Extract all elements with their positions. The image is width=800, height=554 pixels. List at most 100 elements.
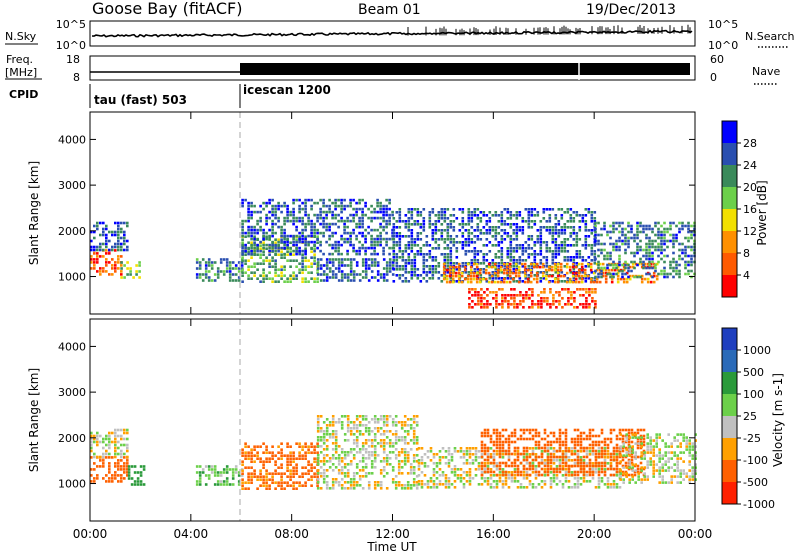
power-cell-r7 <box>509 253 513 256</box>
power-cell-r5 <box>334 222 337 226</box>
power-cell-r0 <box>117 267 120 270</box>
power-cell-r5 <box>253 243 256 247</box>
power-cell-r5 <box>343 228 346 232</box>
power-cell-r7 <box>581 217 585 220</box>
velocity-cell-r5 <box>352 484 356 487</box>
power-cell-r5 <box>385 231 388 235</box>
velocity-cell-r6 <box>603 483 607 486</box>
power-cell-r5 <box>295 228 298 232</box>
velocity-cell-r7 <box>642 440 646 444</box>
velocity-cell-r5 <box>358 430 362 433</box>
power-cell-r1 <box>126 248 129 252</box>
velocity-cell-r8 <box>631 451 634 454</box>
velocity-cell-r5 <box>406 484 410 487</box>
velocity-cell-r5 <box>364 475 368 478</box>
velocity-cell-r7 <box>582 431 586 435</box>
power-cell-r5 <box>325 240 328 244</box>
velocity-cell-r5 <box>406 487 410 490</box>
power-cell-r5 <box>367 231 370 235</box>
velocity-cell-r5 <box>361 418 365 421</box>
power-cell-r8 <box>652 271 656 275</box>
velocity-cell-r5 <box>352 439 356 442</box>
power-cell-r9 <box>567 291 570 294</box>
power-cell-r6 <box>379 273 383 276</box>
velocity-cell-r3 <box>207 474 211 477</box>
power-cell-r5 <box>355 207 358 211</box>
velocity-cell-r7 <box>522 458 526 462</box>
velocity-cell-r5 <box>370 442 374 445</box>
velocity-cell-r8 <box>646 436 649 439</box>
power-cell-r5 <box>256 228 259 232</box>
velocity-cell-r6 <box>567 480 571 483</box>
power-cell-r7 <box>404 271 408 274</box>
power-cell-r4 <box>313 256 316 259</box>
power-cell-r4 <box>241 241 244 244</box>
power-cell-r8 <box>574 265 578 269</box>
power-cell-r7 <box>536 253 540 256</box>
velocity-cell-r7 <box>639 440 643 444</box>
velocity-cell-r7 <box>609 452 613 456</box>
velocity-cell-r7 <box>537 473 541 477</box>
velocity-cell-r7 <box>489 440 493 444</box>
power-cell-r7 <box>482 244 486 247</box>
power-cell-r8 <box>487 262 491 266</box>
velocity-cell-r5 <box>397 472 401 475</box>
velocity-cell-r6 <box>615 474 619 477</box>
power-cell-r7 <box>467 244 471 247</box>
power-cell-r5 <box>241 225 244 229</box>
velocity-cell-r7 <box>618 455 622 459</box>
velocity-cell-r7 <box>510 473 514 477</box>
velocity-cell-r8 <box>628 436 631 439</box>
power-cell-r0 <box>96 258 99 261</box>
power-cell-r7 <box>416 208 420 211</box>
power-cell-r8 <box>469 268 473 272</box>
power-cell-r10 <box>621 221 624 225</box>
velocity-cell-r5 <box>391 433 395 436</box>
velocity-cell-r5 <box>337 460 341 463</box>
power-cell-r8 <box>595 268 599 272</box>
velocity-cell-r4 <box>289 484 292 487</box>
power-cell-r7 <box>566 211 570 214</box>
power-cell-r5 <box>241 246 244 250</box>
power-cell-r5 <box>292 219 295 223</box>
power-cell-r3 <box>216 270 220 273</box>
power-cell-r7 <box>416 214 420 217</box>
velocity-cell-r7 <box>636 428 640 432</box>
power-cell-r10 <box>669 239 672 243</box>
power-cell-r10 <box>690 245 693 249</box>
velocity-cell-r6 <box>477 468 481 471</box>
velocity-cell-r5 <box>385 457 389 460</box>
power-cell-r5 <box>358 252 361 256</box>
power-cell-r7 <box>518 259 522 262</box>
velocity-cell-r8 <box>637 478 640 481</box>
power-cell-r9 <box>531 294 534 297</box>
power-cell-r5 <box>265 204 268 208</box>
power-cell-r7 <box>542 217 546 220</box>
power-cell-r7 <box>431 277 435 280</box>
power-cell-r10 <box>630 224 633 228</box>
velocity-cell-r6 <box>435 465 439 468</box>
power-cell-r2 <box>138 276 141 279</box>
power-cell-r7 <box>404 244 408 247</box>
velocity-cell-r7 <box>549 455 553 459</box>
power-cell-r7 <box>500 256 504 259</box>
power-cell-r7 <box>419 232 423 235</box>
velocity-cell-r8 <box>661 478 664 481</box>
power-cell-r4 <box>277 268 280 271</box>
power-cell-r0 <box>99 273 102 276</box>
velocity-cell-r7 <box>489 470 493 474</box>
power-cell-r8 <box>490 265 494 269</box>
power-cell-r10 <box>642 263 645 267</box>
power-cell-r1 <box>117 221 120 225</box>
power-cell-r7 <box>422 265 426 268</box>
velocity-cell-r7 <box>627 464 631 468</box>
power-cell-r7 <box>590 259 594 262</box>
velocity-cell-r6 <box>534 486 538 489</box>
power-cell-r10 <box>609 257 612 261</box>
power-cell-r10 <box>645 233 648 237</box>
power-cell-r7 <box>452 262 456 265</box>
power-cell-r5 <box>253 246 256 250</box>
velocity-cell-r5 <box>331 481 335 484</box>
velocity-cell-r4 <box>250 481 253 484</box>
